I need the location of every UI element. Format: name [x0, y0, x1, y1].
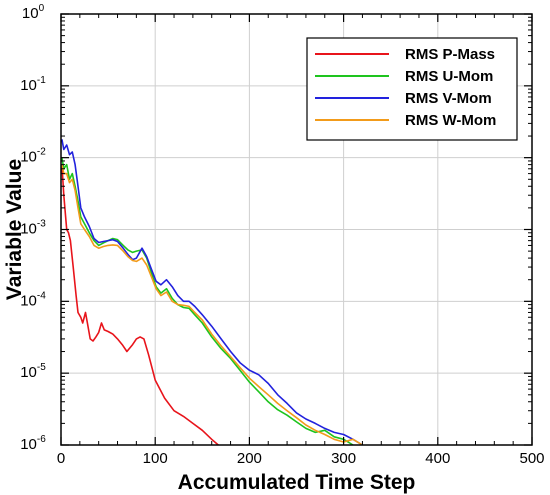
x-axis-title: Accumulated Time Step: [178, 471, 416, 494]
y-tick-label: 10-6: [20, 434, 46, 453]
series-line-rms-u-mom: [61, 157, 354, 446]
series-lines: [61, 139, 363, 446]
series-line-rms-p-mass: [61, 164, 219, 446]
x-tick-label: 100: [143, 450, 168, 467]
x-tick-label: 0: [57, 450, 65, 467]
x-tick-labels: 0 100 200 300 400 500: [57, 450, 545, 467]
y-axis-title: Variable Value: [3, 159, 26, 300]
legend-label-rms-p-mass: RMS P-Mass: [405, 46, 495, 63]
series-line-rms-w-mom: [61, 164, 363, 446]
y-tick-label: 10-5: [20, 362, 46, 381]
series-line-rms-v-mom: [61, 139, 363, 446]
legend-label-rms-w-mom: RMS W-Mom: [405, 112, 496, 129]
x-tick-label: 300: [331, 450, 356, 467]
x-tick-label: 400: [425, 450, 450, 467]
legend-label-rms-u-mom: RMS U-Mom: [405, 68, 493, 85]
legend-label-rms-v-mom: RMS V-Mom: [405, 90, 492, 107]
y-tick-label: 100: [22, 3, 45, 22]
x-tick-label: 500: [519, 450, 544, 467]
x-tick-label: 200: [237, 450, 262, 467]
y-tick-label: 10-1: [20, 75, 46, 94]
axis-ticks: [60, 13, 533, 446]
legend: RMS P-Mass RMS U-Mom RMS V-Mom RMS W-Mom: [306, 37, 518, 141]
